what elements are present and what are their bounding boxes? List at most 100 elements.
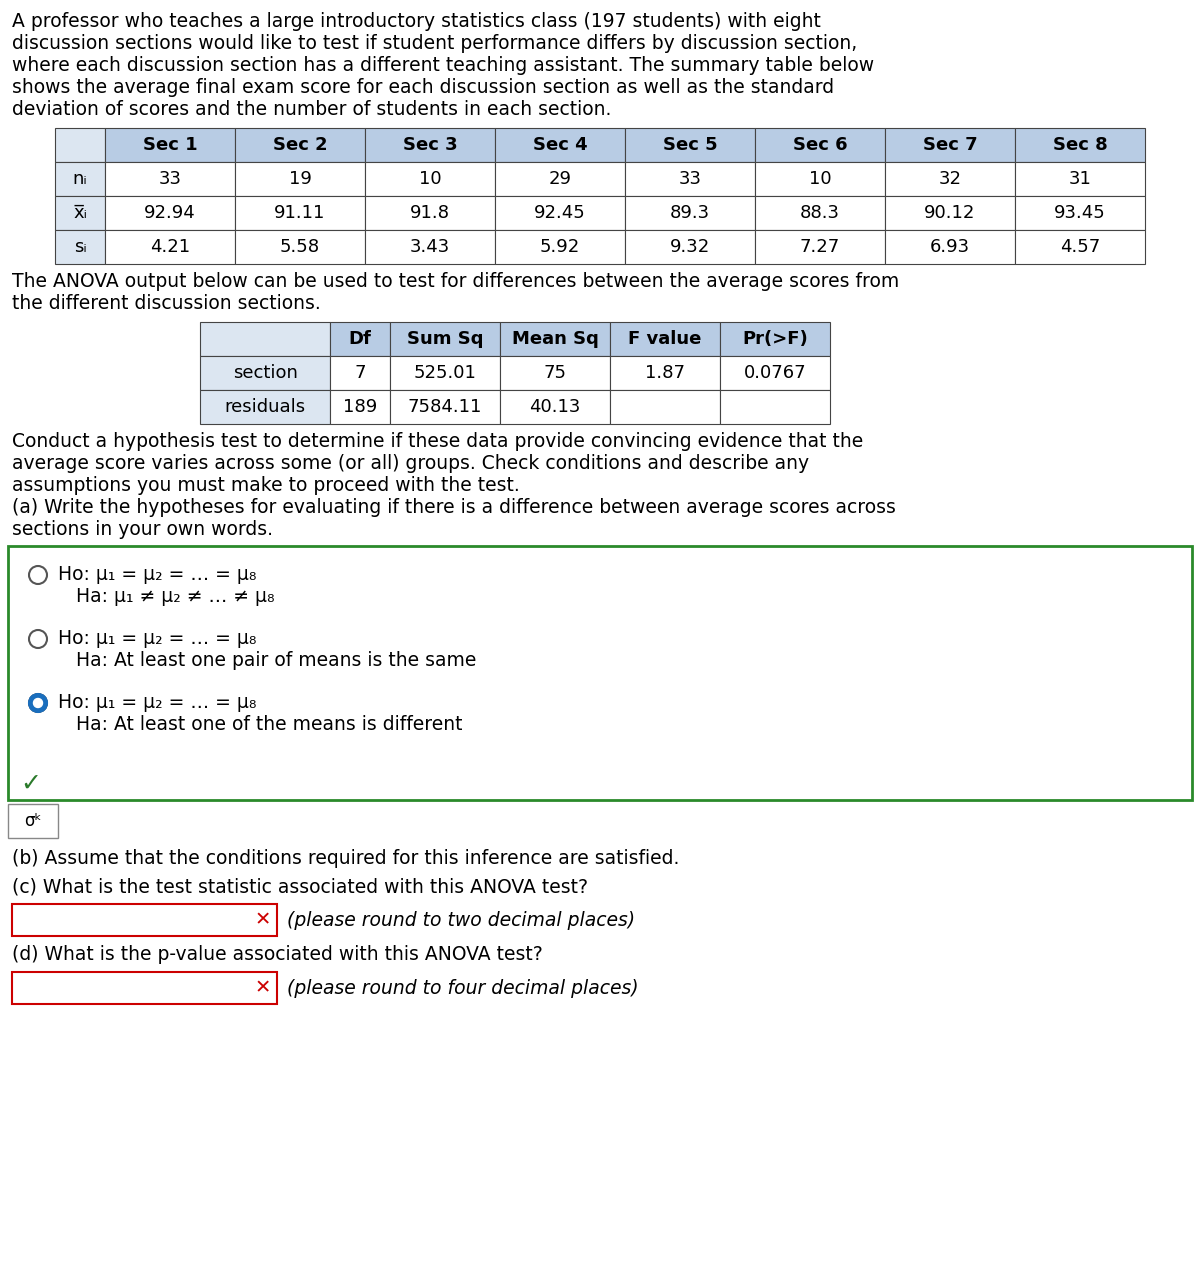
Bar [720,391,830,424]
Text: section: section [233,364,298,382]
Bar [330,356,390,391]
Text: 31: 31 [1068,170,1092,188]
Text: Conduct a hypothesis test to determine if these data provide convincing evidence: Conduct a hypothesis test to determine i… [12,432,863,451]
Bar [500,391,610,424]
Text: (a) Write the hypotheses for evaluating if there is a difference between average: (a) Write the hypotheses for evaluating … [12,499,896,517]
Text: σᵏ: σᵏ [24,812,42,830]
Text: 10: 10 [809,170,832,188]
Bar [496,197,625,230]
Text: (c) What is the test statistic associated with this ANOVA test?: (c) What is the test statistic associate… [12,878,588,897]
Bar [390,356,500,391]
Text: 0.0767: 0.0767 [744,364,806,382]
Bar [390,323,500,356]
Text: deviation of scores and the number of students in each section.: deviation of scores and the number of st… [12,100,611,120]
Bar [365,230,496,263]
Text: Sec 3: Sec 3 [403,136,457,154]
Text: (b) Assume that the conditions required for this inference are satisfied.: (b) Assume that the conditions required … [12,849,679,869]
Bar [500,323,610,356]
Text: where each discussion section has a different teaching assistant. The summary ta: where each discussion section has a diff… [12,57,874,75]
Bar [235,197,365,230]
Bar [12,905,277,935]
Bar [106,230,235,263]
Text: sᵢ: sᵢ [73,238,86,256]
Text: 33: 33 [678,170,702,188]
Text: 29: 29 [548,170,571,188]
Bar [755,162,886,197]
Text: 90.12: 90.12 [924,204,976,222]
Text: F value: F value [629,330,702,348]
Bar [610,323,720,356]
Bar [625,162,755,197]
Text: Sec 8: Sec 8 [1052,136,1108,154]
Text: 19: 19 [288,170,312,188]
Text: 10: 10 [419,170,442,188]
Text: ✕: ✕ [254,911,271,929]
Bar [200,323,330,356]
Text: Df: Df [348,330,372,348]
Text: 88.3: 88.3 [800,204,840,222]
Text: 7: 7 [354,364,366,382]
Text: 40.13: 40.13 [529,398,581,416]
Text: residuals: residuals [224,398,306,416]
Text: the different discussion sections.: the different discussion sections. [12,294,320,314]
Bar [390,391,500,424]
Text: The ANOVA output below can be used to test for differences between the average s: The ANOVA output below can be used to te… [12,272,899,290]
Bar [200,356,330,391]
Bar [1015,197,1145,230]
Text: 5.58: 5.58 [280,238,320,256]
Bar [625,128,755,162]
Text: Sec 6: Sec 6 [793,136,847,154]
Bar [330,391,390,424]
Bar [720,356,830,391]
Bar [235,162,365,197]
Text: 5.92: 5.92 [540,238,580,256]
Text: Ho: μ₁ = μ₂ = … = μ₈: Ho: μ₁ = μ₂ = … = μ₈ [58,694,257,712]
Bar [755,230,886,263]
Text: Mean Sq: Mean Sq [511,330,599,348]
Bar [1015,230,1145,263]
Bar [106,162,235,197]
Circle shape [29,630,47,648]
Text: nᵢ: nᵢ [73,170,88,188]
Bar [886,230,1015,263]
Bar [235,128,365,162]
Circle shape [34,699,42,708]
Text: Pr(>F): Pr(>F) [742,330,808,348]
Bar [55,128,106,162]
Text: (please round to four decimal places): (please round to four decimal places) [287,978,638,997]
Bar [8,546,1192,801]
Circle shape [29,565,47,583]
Bar [496,230,625,263]
Text: discussion sections would like to test if student performance differs by discuss: discussion sections would like to test i… [12,33,857,53]
Bar [1015,128,1145,162]
Text: (d) What is the p-value associated with this ANOVA test?: (d) What is the p-value associated with … [12,946,542,965]
Text: 92.45: 92.45 [534,204,586,222]
Text: 92.94: 92.94 [144,204,196,222]
Bar [200,391,330,424]
Text: 33: 33 [158,170,181,188]
Text: Ho: μ₁ = μ₂ = … = μ₈: Ho: μ₁ = μ₂ = … = μ₈ [58,565,257,585]
Bar [755,128,886,162]
Text: average score varies across some (or all) groups. Check conditions and describe : average score varies across some (or all… [12,454,809,473]
Text: shows the average final exam score for each discussion section as well as the st: shows the average final exam score for e… [12,78,834,96]
Bar [365,128,496,162]
Text: 7.27: 7.27 [800,238,840,256]
Text: A professor who teaches a large introductory statistics class (197 students) wit: A professor who teaches a large introduc… [12,12,821,31]
Text: 1.87: 1.87 [646,364,685,382]
Bar [365,197,496,230]
Bar [496,162,625,197]
Bar [886,162,1015,197]
Text: Ha: μ₁ ≠ μ₂ ≠ … ≠ μ₈: Ha: μ₁ ≠ μ₂ ≠ … ≠ μ₈ [76,587,275,607]
Text: 91.11: 91.11 [275,204,325,222]
Text: Sec 1: Sec 1 [143,136,197,154]
Text: Sec 5: Sec 5 [662,136,718,154]
Bar [610,356,720,391]
Text: 525.01: 525.01 [414,364,476,382]
Bar [12,971,277,1004]
Text: ✓: ✓ [20,772,41,795]
Text: 93.45: 93.45 [1054,204,1106,222]
Text: 89.3: 89.3 [670,204,710,222]
Text: ✕: ✕ [254,978,271,997]
Circle shape [29,694,47,712]
Bar [720,323,830,356]
